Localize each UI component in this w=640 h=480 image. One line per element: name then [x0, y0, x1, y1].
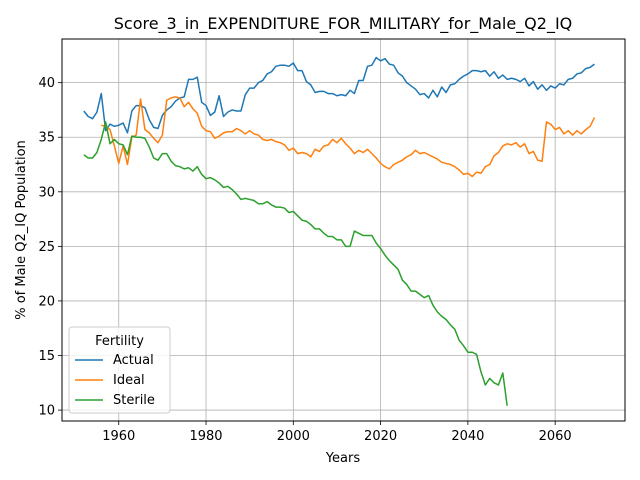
legend: Fertility Actual Ideal Sterile: [68, 326, 171, 414]
x-tick-label: 1980: [189, 429, 222, 444]
y-axis-label: % of Male Q2_IQ Population: [14, 140, 29, 320]
legend-title: Fertility: [95, 334, 144, 349]
x-tick-label: 2060: [539, 429, 572, 444]
y-tick-label: 35: [38, 131, 55, 146]
series-line-ideal: [101, 96, 596, 178]
chart-title: Score_3_in_EXPENDITURE_FOR_MILITARY_for_…: [114, 14, 573, 34]
x-axis-ticks: 1960 1980 2000 2020 2040 2060: [102, 421, 572, 444]
legend-label-actual: Actual: [113, 353, 154, 368]
legend-items: Actual Ideal Sterile: [75, 353, 155, 408]
x-tick-label: 2020: [364, 429, 397, 444]
x-tick-label: 1960: [102, 429, 135, 444]
series-line-sterile: [83, 121, 508, 406]
y-axis-ticks: 10 15 20 25 30 35 40: [38, 76, 62, 419]
y-tick-label: 25: [38, 240, 55, 255]
y-tick-label: 40: [38, 76, 55, 91]
x-axis-label: Years: [325, 451, 361, 466]
legend-label-ideal: Ideal: [113, 373, 145, 388]
y-tick-label: 15: [38, 349, 55, 364]
x-tick-label: 2040: [451, 429, 484, 444]
y-tick-label: 20: [38, 294, 55, 309]
series-line-actual: [83, 56, 595, 134]
legend-label-sterile: Sterile: [113, 393, 155, 408]
y-tick-label: 10: [38, 404, 55, 419]
plot-lines: [83, 56, 596, 406]
y-tick-label: 30: [38, 185, 55, 200]
plot-frame: [61, 38, 626, 422]
legend-box: [68, 326, 171, 414]
x-tick-label: 2000: [277, 429, 310, 444]
